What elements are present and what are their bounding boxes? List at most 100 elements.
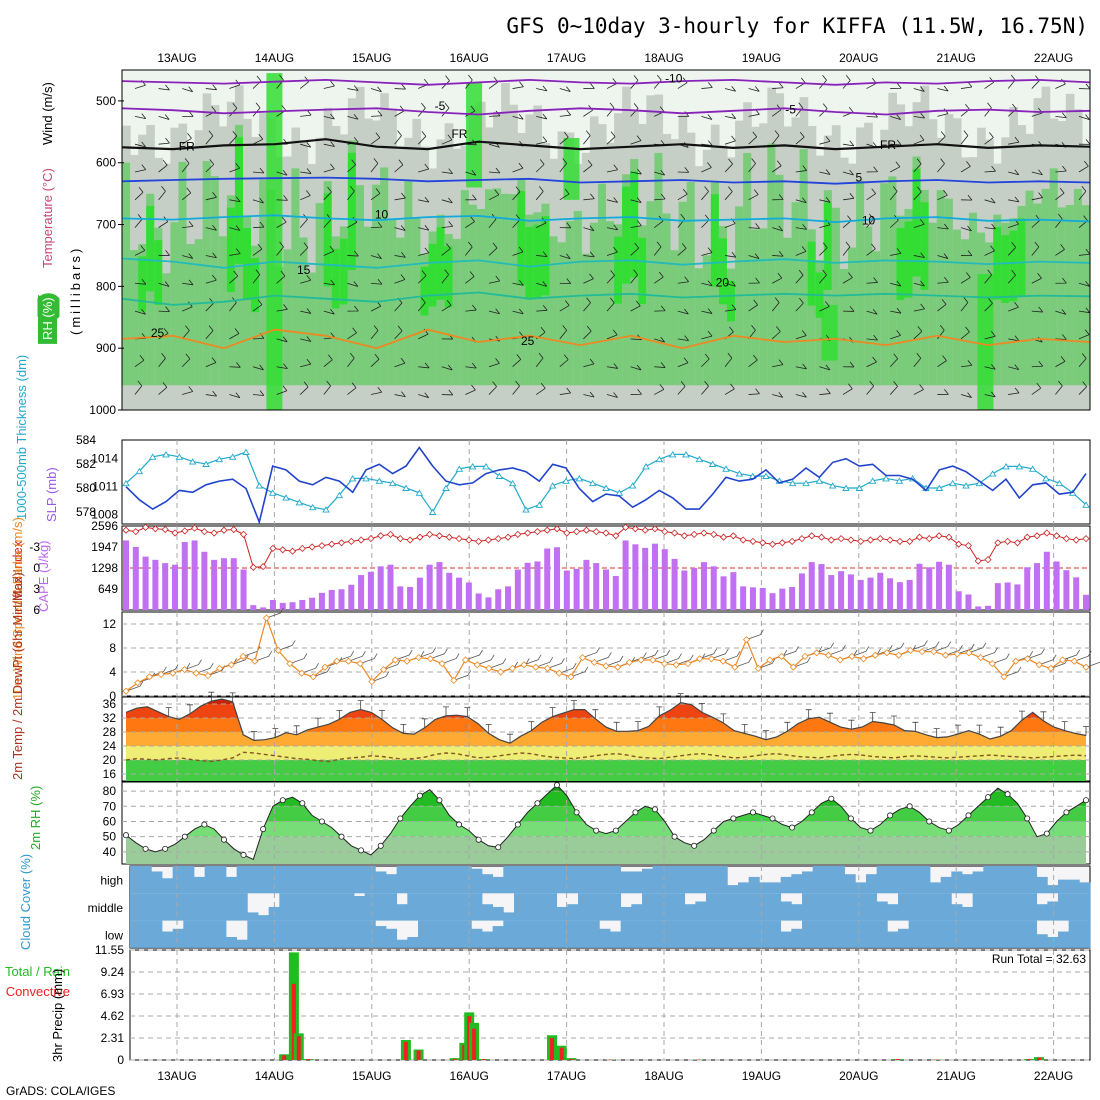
cloud-cell (300, 920, 312, 948)
wind10m-barb (559, 662, 577, 674)
wind-barb (370, 325, 379, 340)
rh-mid-cell (686, 182, 696, 386)
isotherm-label: FR (451, 127, 467, 141)
wind-barb (252, 269, 261, 284)
precip-axis-label: 3hr Precip (mm) (50, 969, 65, 1062)
wind10m-barb (477, 654, 495, 666)
li-marker (768, 540, 777, 548)
cloud-cell (940, 893, 952, 921)
wind-barb (299, 381, 309, 395)
wind-barb (984, 298, 993, 312)
wind-barb (606, 297, 615, 312)
cloud-cell (962, 906, 974, 921)
temp-band (126, 732, 1086, 746)
wind10m-marker (801, 652, 809, 660)
cloud-cell (1068, 920, 1080, 948)
rh2m-marker (123, 832, 130, 839)
wind-barb (890, 139, 902, 146)
isotherm-label: -10 (665, 71, 683, 85)
temp-range-whisker (272, 728, 279, 738)
wind-barb (1008, 301, 1019, 312)
thickness-marker (162, 451, 170, 458)
li-marker (239, 530, 248, 538)
cloud-cell (962, 874, 974, 894)
thickness-marker (1055, 479, 1064, 487)
rh2m-marker (181, 833, 188, 840)
wind-barb (181, 158, 190, 173)
wind-barb (1008, 335, 1020, 342)
cloud-cell (471, 893, 483, 921)
li-marker (328, 540, 336, 548)
rh-mid-cell (759, 228, 768, 386)
wind-barb (418, 362, 430, 369)
cloud-cell (1004, 866, 1016, 894)
cloud-cell (428, 920, 440, 948)
wind-barb (347, 382, 357, 395)
wind10m-barb (547, 658, 565, 669)
rh2m-marker (789, 824, 796, 831)
cloud-cell (514, 893, 526, 921)
cloud-cell (652, 866, 664, 894)
wind-barb (441, 243, 451, 256)
wind10m-barb (184, 659, 202, 670)
wind-barb (488, 308, 500, 315)
wind10m-barb (781, 646, 799, 657)
temperature-axis-label: Temperature (°C) (40, 168, 55, 268)
isotherm-line (122, 291, 1090, 306)
rh-high-cell (1017, 218, 1027, 297)
cloud-cell (183, 893, 195, 921)
wind-barb (134, 141, 146, 148)
rh-mid-cell (880, 183, 889, 386)
wind-barb (181, 353, 191, 368)
rh-mid-cell (178, 161, 188, 386)
precip-conv-bar (1036, 1057, 1041, 1060)
cape-bar (387, 564, 394, 610)
cloud-cell (844, 893, 856, 921)
wind10m-marker (216, 664, 224, 672)
wind-barb (1008, 169, 1020, 176)
wind-barb (229, 162, 241, 173)
cape-bar (975, 606, 982, 610)
cloud-cell (215, 866, 227, 894)
cloud-cell (375, 871, 387, 894)
wind-barb (724, 251, 737, 258)
rh-mid-cell (960, 239, 970, 386)
cloud-cell (524, 893, 536, 921)
rh-mid-cell (476, 209, 486, 386)
li-marker (406, 536, 414, 544)
wind-barb (748, 131, 758, 145)
rh-high-cell (1009, 230, 1018, 302)
cloud-cell (407, 936, 419, 948)
thickness-marker (855, 484, 864, 491)
wind10m-marker (649, 656, 657, 664)
wind10m-marker (356, 660, 364, 668)
wind10m-barb (992, 653, 1010, 664)
wind-barb (606, 197, 618, 203)
wind-barb (866, 188, 876, 201)
li-marker (426, 530, 434, 538)
cloud-cell (567, 866, 579, 894)
wind10m-barb (605, 655, 624, 667)
wind-barb (181, 133, 192, 145)
wind-barb (559, 188, 570, 201)
thickness-marker (1042, 475, 1050, 482)
wind10m-barb (968, 642, 987, 654)
cloud-cell (748, 876, 760, 894)
cape-bar (994, 583, 1001, 610)
cloud-cell (780, 901, 792, 921)
rh-high-cell (630, 171, 639, 278)
cape-bar (524, 562, 531, 610)
wind-barb (1055, 112, 1067, 119)
li-marker (1004, 537, 1012, 545)
wind10m-barb (734, 656, 753, 668)
thickness-marker (388, 479, 397, 487)
wind-barb (512, 81, 524, 89)
cape-bar (926, 567, 933, 610)
wind-axis-label: Wind (m/s) (40, 82, 55, 145)
wind-barb (724, 304, 737, 312)
wind-barb (819, 301, 830, 312)
thickness-marker (935, 484, 944, 491)
cloud-cell (748, 920, 760, 948)
cape-bar (289, 602, 296, 610)
cloud-cell (780, 876, 792, 894)
